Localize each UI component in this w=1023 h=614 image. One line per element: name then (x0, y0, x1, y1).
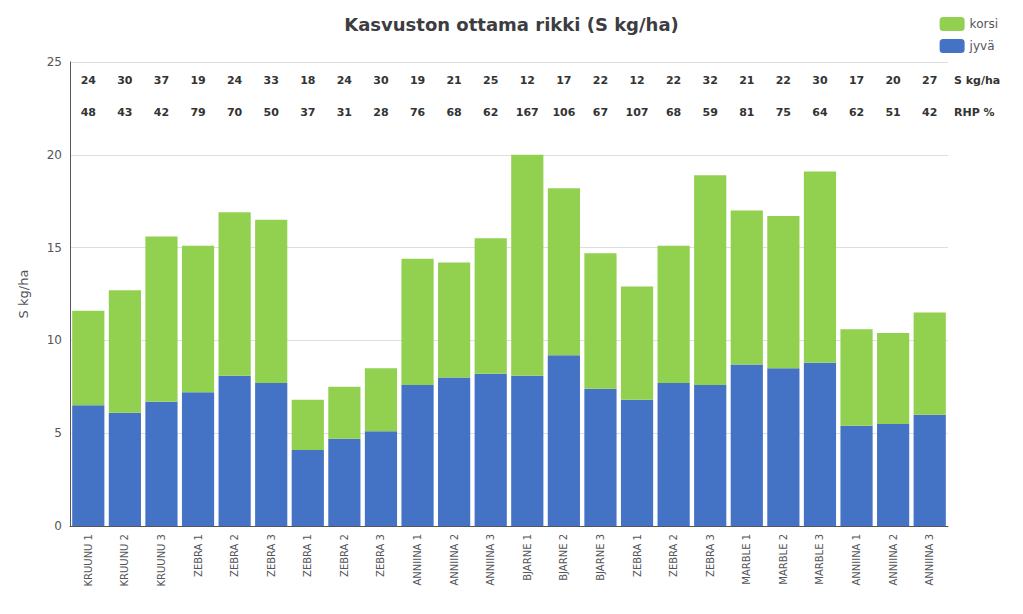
svg-text:25: 25 (483, 74, 498, 87)
svg-text:21: 21 (739, 74, 754, 87)
svg-text:S kg/ha: S kg/ha (16, 270, 31, 319)
svg-text:32: 32 (703, 74, 718, 87)
svg-text:KRUUNU 3: KRUUNU 3 (156, 534, 167, 587)
svg-text:37: 37 (300, 106, 315, 119)
svg-text:BJARNE 3: BJARNE 3 (595, 534, 606, 581)
svg-text:59: 59 (703, 106, 718, 119)
svg-text:KRUUNU 1: KRUUNU 1 (83, 534, 94, 587)
svg-text:22: 22 (593, 74, 608, 87)
svg-text:22: 22 (666, 74, 681, 87)
svg-text:107: 107 (626, 106, 649, 119)
svg-text:22: 22 (776, 74, 791, 87)
svg-text:24: 24 (81, 74, 97, 87)
svg-text:15: 15 (47, 241, 62, 255)
svg-text:ZEBRA 2: ZEBRA 2 (668, 534, 679, 577)
svg-text:ANNIINA 1: ANNIINA 1 (412, 534, 423, 586)
svg-text:30: 30 (812, 74, 828, 87)
svg-text:ANNIINA 3: ANNIINA 3 (924, 534, 935, 586)
svg-text:ANNIINA 3: ANNIINA 3 (485, 534, 496, 586)
svg-text:70: 70 (227, 106, 243, 119)
svg-text:17: 17 (849, 74, 864, 87)
svg-text:62: 62 (849, 106, 864, 119)
svg-text:30: 30 (117, 74, 133, 87)
svg-text:48: 48 (81, 106, 96, 119)
svg-text:21: 21 (446, 74, 461, 87)
svg-text:ZEBRA 3: ZEBRA 3 (375, 534, 386, 577)
svg-text:BJARNE 2: BJARNE 2 (558, 534, 569, 581)
svg-text:RHP %: RHP % (954, 106, 995, 119)
svg-text:27: 27 (922, 74, 937, 87)
svg-text:24: 24 (337, 74, 353, 87)
svg-text:ZEBRA 3: ZEBRA 3 (266, 534, 277, 577)
svg-text:76: 76 (410, 106, 426, 119)
svg-text:20: 20 (885, 74, 901, 87)
svg-text:106: 106 (552, 106, 575, 119)
svg-text:28: 28 (373, 106, 388, 119)
svg-text:Kasvuston ottama rikki (S kg/h: Kasvuston ottama rikki (S kg/ha) (344, 14, 679, 35)
svg-text:37: 37 (154, 74, 169, 87)
svg-text:5: 5 (54, 426, 62, 440)
svg-text:KRUUNU 2: KRUUNU 2 (119, 534, 130, 587)
svg-text:25: 25 (47, 55, 62, 69)
svg-text:167: 167 (516, 106, 539, 119)
svg-text:68: 68 (666, 106, 681, 119)
svg-text:24: 24 (227, 74, 243, 87)
svg-text:20: 20 (47, 148, 62, 162)
svg-text:75: 75 (776, 106, 791, 119)
svg-text:42: 42 (154, 106, 169, 119)
svg-text:68: 68 (446, 106, 461, 119)
svg-text:ANNIINA 1: ANNIINA 1 (851, 534, 862, 586)
svg-text:33: 33 (264, 74, 279, 87)
svg-text:12: 12 (629, 74, 644, 87)
svg-text:MARBLE 1: MARBLE 1 (741, 534, 752, 585)
svg-text:81: 81 (739, 106, 754, 119)
svg-text:19: 19 (190, 74, 205, 87)
svg-text:ANNIINA 2: ANNIINA 2 (449, 534, 460, 586)
svg-text:50: 50 (264, 106, 280, 119)
svg-text:ZEBRA 2: ZEBRA 2 (339, 534, 350, 577)
svg-text:42: 42 (922, 106, 937, 119)
svg-text:MARBLE 2: MARBLE 2 (778, 534, 789, 585)
svg-text:korsi: korsi (970, 17, 998, 31)
svg-text:ZEBRA 1: ZEBRA 1 (632, 534, 643, 577)
svg-text:79: 79 (190, 106, 205, 119)
svg-text:64: 64 (812, 106, 828, 119)
svg-text:43: 43 (117, 106, 132, 119)
svg-text:BJARNE 1: BJARNE 1 (522, 534, 533, 581)
svg-text:12: 12 (520, 74, 535, 87)
svg-text:MARBLE 3: MARBLE 3 (814, 534, 825, 585)
svg-text:62: 62 (483, 106, 498, 119)
svg-text:0: 0 (54, 519, 62, 533)
svg-text:19: 19 (410, 74, 425, 87)
svg-text:17: 17 (556, 74, 571, 87)
svg-text:18: 18 (300, 74, 315, 87)
svg-text:30: 30 (373, 74, 389, 87)
svg-text:ZEBRA 3: ZEBRA 3 (705, 534, 716, 577)
svg-text:ZEBRA 2: ZEBRA 2 (229, 534, 240, 577)
svg-text:ANNIINA 2: ANNIINA 2 (888, 534, 899, 586)
svg-text:10: 10 (47, 333, 62, 347)
svg-text:31: 31 (337, 106, 352, 119)
svg-text:ZEBRA 1: ZEBRA 1 (193, 534, 204, 577)
svg-text:67: 67 (593, 106, 608, 119)
svg-text:S kg/ha: S kg/ha (954, 74, 1000, 87)
svg-text:51: 51 (885, 106, 900, 119)
svg-text:jyvä: jyvä (969, 39, 995, 53)
svg-text:ZEBRA 1: ZEBRA 1 (302, 534, 313, 577)
